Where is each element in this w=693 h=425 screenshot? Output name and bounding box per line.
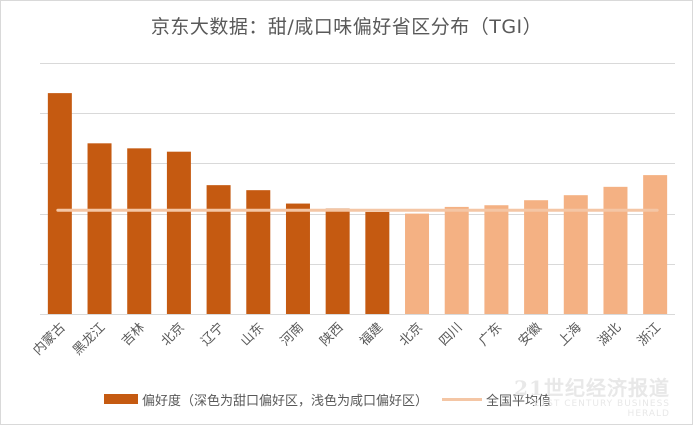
bar-12	[524, 200, 549, 314]
bar-4	[206, 185, 231, 314]
x-tick-label-9: 北京	[397, 320, 426, 349]
bar-14	[603, 186, 628, 314]
legend-label-average: 全国平均值	[486, 393, 552, 409]
bar-9	[405, 213, 430, 314]
x-tick-label-1: 黑龙江	[70, 320, 108, 358]
x-tick-label-2: 吉林	[119, 320, 148, 349]
chart-title: 京东大数据：甜/咸口味偏好省区分布（TGI）	[150, 16, 543, 38]
legend-swatch-bar	[104, 394, 138, 404]
bar-8	[365, 211, 390, 314]
legend-item-preference: 偏好度（深色为甜口偏好区，浅色为咸口偏好区）	[104, 390, 428, 409]
watermark: 21世纪经济报道 21ST CENTURY BUSINESS HERALD	[500, 372, 670, 419]
bar-5	[246, 190, 271, 314]
x-tick-label-6: 河南	[277, 320, 307, 350]
bar-7	[325, 208, 350, 314]
watermark-main: 21世纪经济报道	[514, 376, 670, 400]
legend: 偏好度（深色为甜口偏好区，浅色为咸口偏好区） 全国平均值	[104, 389, 551, 409]
x-tick-label-10: 四川	[437, 320, 466, 349]
legend-item-average: 全国平均值	[428, 390, 551, 409]
bar-13	[563, 195, 588, 314]
x-tick-label-4: 辽宁	[198, 320, 228, 350]
x-tick-label-15: 浙江	[635, 320, 664, 349]
x-tick-label-8: 福建	[357, 320, 386, 349]
bar-11	[484, 205, 509, 314]
x-tick-label-5: 山东	[238, 320, 267, 349]
bar-1	[87, 143, 112, 314]
bar-10	[444, 206, 469, 314]
x-tick-label-11: 广东	[476, 320, 505, 349]
legend-swatch-line	[442, 397, 483, 401]
bar-15	[643, 175, 668, 314]
legend-label-preference: 偏好度（深色为甜口偏好区，浅色为咸口偏好区）	[142, 393, 429, 409]
bar-2	[127, 148, 152, 314]
bars	[47, 93, 668, 315]
watermark-sub: 21ST CENTURY BUSINESS HERALD	[533, 399, 670, 419]
x-tick-label-0: 内蒙古	[30, 320, 69, 359]
bar-6	[285, 203, 310, 314]
x-tick-label-14: 湖北	[595, 320, 624, 349]
x-tick-label-7: 陕西	[317, 320, 346, 349]
bar-0	[47, 93, 72, 315]
x-tick-labels: 内蒙古 黑龙江 吉林 北京 辽宁 山东 河南 陕西 福建 北京 四川 广东 安徽 上海 湖北 浙江	[30, 320, 664, 359]
x-tick-label-13: 上海	[556, 320, 585, 349]
bar-3	[166, 151, 191, 314]
x-tick-label-3: 北京	[159, 320, 188, 349]
x-tick-label-12: 安徽	[516, 320, 545, 349]
